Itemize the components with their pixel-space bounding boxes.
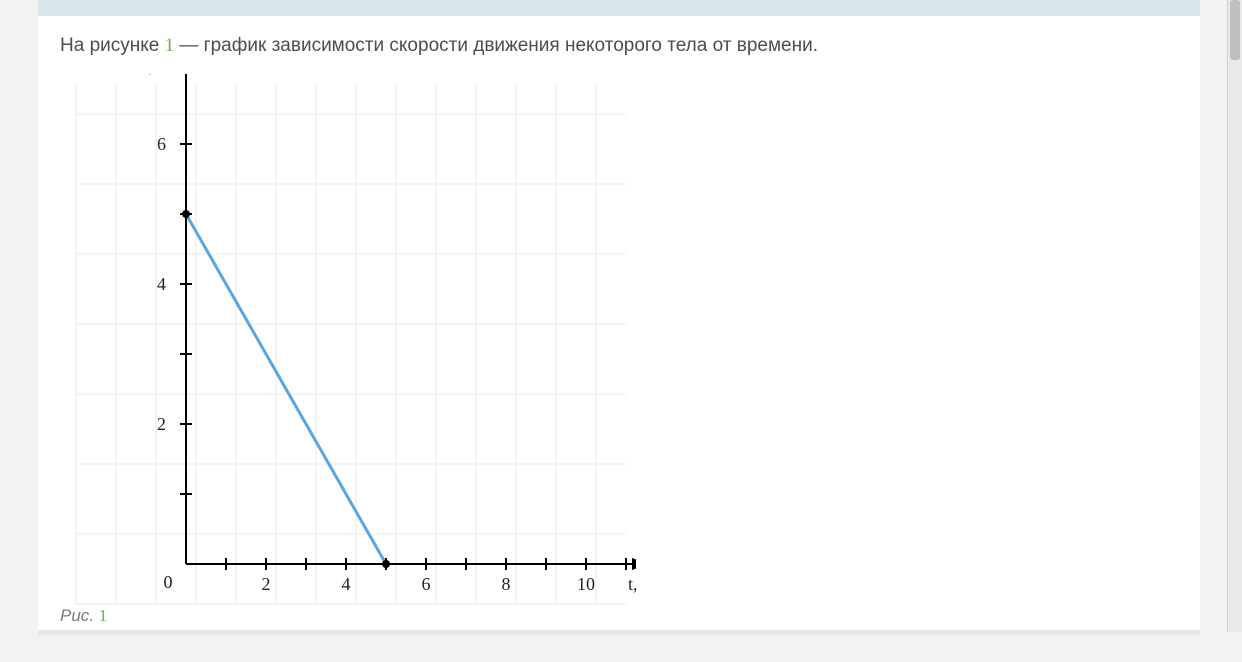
chart-svg: 0 2 4 6 8 10 2 4 6 V, м/с t, с	[56, 74, 636, 614]
figure-caption-number: 1	[99, 606, 108, 625]
header-strip	[38, 0, 1200, 16]
svg-text:2: 2	[262, 574, 271, 594]
svg-text:10: 10	[577, 574, 595, 594]
svg-text:2: 2	[157, 414, 166, 434]
vertical-scrollbar[interactable]	[1227, 0, 1242, 632]
velocity-time-chart: 0 2 4 6 8 10 2 4 6 V, м/с t, с	[56, 74, 636, 614]
question-prefix: На рисунке	[60, 35, 165, 56]
scrollbar-thumb[interactable]	[1230, 0, 1240, 60]
svg-text:4: 4	[342, 574, 351, 594]
svg-text:V, м/с: V, м/с	[138, 74, 182, 76]
question-figure-number: 1	[165, 35, 175, 56]
svg-text:4: 4	[157, 274, 166, 294]
svg-text:t, с: t, с	[628, 574, 636, 594]
question-card: На рисунке 1 — график зависимости скорос…	[38, 16, 1200, 632]
svg-text:0: 0	[164, 572, 173, 592]
card-shadow	[38, 630, 1200, 636]
svg-text:6: 6	[157, 134, 166, 154]
question-text: На рисунке 1 — график зависимости скорос…	[60, 34, 1180, 59]
svg-text:6: 6	[422, 574, 431, 594]
question-suffix: — график зависимости скорости движения н…	[174, 35, 818, 56]
figure-caption-prefix: Рис.	[60, 606, 99, 625]
svg-text:8: 8	[502, 574, 511, 594]
figure-caption: Рис. 1	[60, 606, 107, 626]
